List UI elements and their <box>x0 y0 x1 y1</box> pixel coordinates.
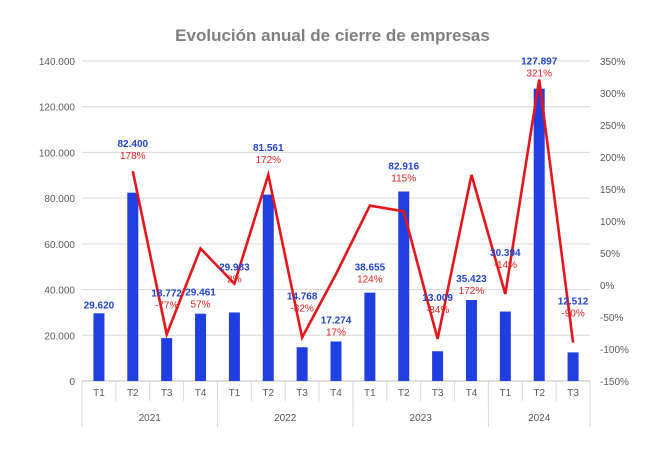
y-left-tick-label: 100.000 <box>39 148 76 159</box>
bar-value-label: 29.983 <box>219 262 250 273</box>
line-value-label: -82% <box>290 303 313 314</box>
line-value-label: 172% <box>459 286 485 297</box>
bar-value-label: 38.655 <box>355 263 386 274</box>
bar-value-label: 29.461 <box>185 288 216 299</box>
bar <box>127 192 139 381</box>
bar <box>296 347 308 381</box>
bar <box>93 313 105 381</box>
bar-value-label: 14.768 <box>287 291 318 302</box>
bar-value-label: 35.423 <box>456 274 487 285</box>
line-value-label: 57% <box>191 300 211 311</box>
bar-value-label: 13.009 <box>422 293 453 304</box>
x-tick-label: T1 <box>499 388 511 399</box>
x-tick-label: T2 <box>127 388 139 399</box>
y-left-tick-label: 140.000 <box>39 57 76 68</box>
y-right-tick-label: 150% <box>600 185 626 196</box>
y-right-tick-label: -100% <box>600 345 629 356</box>
bar <box>330 341 342 381</box>
x-tick-label: T4 <box>330 388 342 399</box>
bar <box>262 194 274 381</box>
x-tick-label: T2 <box>262 388 274 399</box>
y-right-tick-label: 100% <box>600 217 626 228</box>
bar-value-label: 82.400 <box>118 139 149 150</box>
chart-title: Evolución anual de cierre de empresas <box>175 26 490 45</box>
y-left-tick-label: 0 <box>69 377 75 388</box>
bar-value-label: 17.274 <box>321 316 352 327</box>
bar <box>398 191 410 381</box>
line-value-label: -77% <box>155 300 178 311</box>
x-tick-label: T1 <box>229 388 241 399</box>
line-value-label: 172% <box>255 155 281 166</box>
y-left-tick-label: 120.000 <box>39 103 76 114</box>
line-value-label: 178% <box>120 151 146 162</box>
y-left-tick-label: 40.000 <box>44 286 75 297</box>
line-value-label: 115% <box>391 173 416 184</box>
bar-value-label: 30.394 <box>490 248 521 259</box>
x-tick-label: T2 <box>533 388 545 399</box>
line-value-label: -14% <box>494 260 517 271</box>
line-series <box>131 79 575 343</box>
y-right-tick-label: 300% <box>600 89 626 100</box>
bar-value-label: 127.897 <box>521 57 558 68</box>
x-tick-label: T3 <box>296 388 308 399</box>
line-value-label: 124% <box>357 275 383 286</box>
y-left-tick-label: 60.000 <box>44 240 75 251</box>
line-value-label: 321% <box>526 69 552 80</box>
y-left-tick-label: 20.000 <box>44 331 75 342</box>
x-tick-label: T4 <box>195 388 207 399</box>
bar <box>364 292 376 381</box>
bar <box>432 351 444 381</box>
x-group-label: 2021 <box>139 413 162 424</box>
y-right-tick-label: -150% <box>600 377 629 388</box>
x-group-label: 2022 <box>274 413 297 424</box>
line-value-label: -84% <box>426 305 449 316</box>
line-value-label: 2% <box>227 274 242 285</box>
bar-value-label: 29.620 <box>84 300 115 311</box>
line-value-label: 17% <box>326 328 346 339</box>
bar <box>228 312 240 381</box>
x-tick-label: T1 <box>93 388 105 399</box>
bar <box>567 352 579 381</box>
bar <box>195 313 207 381</box>
line-value-label: -90% <box>561 309 584 320</box>
x-tick-label: T3 <box>432 388 444 399</box>
x-group-label: 2024 <box>528 413 551 424</box>
bar-value-label: 12.512 <box>558 297 589 308</box>
y-right-tick-label: 50% <box>600 249 620 260</box>
x-tick-label: T3 <box>567 388 579 399</box>
y-right-tick-label: 0% <box>600 281 615 292</box>
x-tick-label: T3 <box>161 388 173 399</box>
x-group-label: 2023 <box>410 413 433 424</box>
y-right-tick-label: -50% <box>600 313 623 324</box>
bar <box>161 338 173 381</box>
x-tick-label: T4 <box>466 388 478 399</box>
y-right-tick-label: 200% <box>600 153 626 164</box>
y-left-tick-label: 80.000 <box>44 194 75 205</box>
bar <box>533 88 545 381</box>
x-tick-label: T1 <box>364 388 376 399</box>
bar <box>465 300 477 381</box>
bar-value-label: 18.772 <box>151 288 182 299</box>
x-tick-label: T2 <box>398 388 410 399</box>
bar <box>499 311 511 381</box>
y-right-tick-label: 350% <box>600 57 626 68</box>
y-right-tick-label: 250% <box>600 121 626 132</box>
bar-value-label: 82.916 <box>388 161 419 172</box>
bar-value-label: 81.561 <box>253 143 284 154</box>
